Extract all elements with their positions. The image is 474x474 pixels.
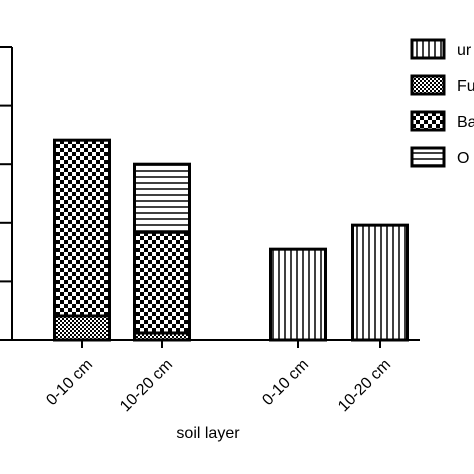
legend-label: ur xyxy=(457,42,472,59)
bar-segment xyxy=(53,138,111,318)
bar-segment xyxy=(53,314,111,342)
x-tick-label: 10-20 cm xyxy=(117,356,176,415)
x-tick-label: 0-10 cm xyxy=(43,356,96,409)
bar-segment xyxy=(351,223,409,342)
legend-swatch xyxy=(410,74,446,96)
legend-label: Fu xyxy=(457,78,474,95)
legend-swatch xyxy=(410,110,446,132)
legend-label: Ba xyxy=(457,114,474,131)
x-tick-label: 0-10 cm xyxy=(259,356,312,409)
legend-swatch xyxy=(410,146,446,168)
legend-label: O xyxy=(457,150,469,167)
bar-segment xyxy=(269,247,327,342)
bar-segment xyxy=(133,230,191,335)
x-tick-label: 10-20 cm xyxy=(335,356,394,415)
x-axis-label: soil layer xyxy=(176,425,240,442)
legend-swatch xyxy=(410,38,446,60)
bar-segment xyxy=(133,162,191,234)
